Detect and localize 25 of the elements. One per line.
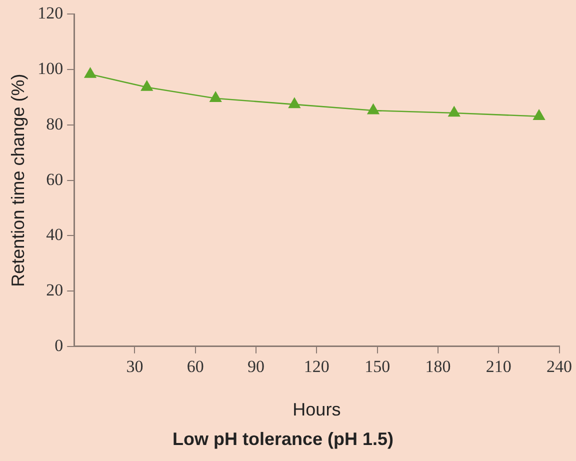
point: [288, 98, 300, 108]
point: [210, 92, 222, 102]
x-tick-label: 210: [486, 357, 512, 376]
x-axis-title: Hours: [292, 400, 341, 420]
x-tick-label: 120: [304, 357, 330, 376]
x-tick-label: 60: [186, 357, 204, 376]
point: [84, 68, 96, 78]
x-tick-label: 180: [425, 357, 451, 376]
text: Low pH tolerance (pH 1.5): [172, 429, 394, 450]
point: [141, 80, 153, 91]
x-tick-label: 30: [126, 357, 144, 376]
y-tick-label: 20: [46, 280, 64, 300]
x-tick-label: 240: [546, 357, 572, 376]
y-tick-label: 60: [46, 170, 64, 189]
point: [367, 104, 380, 114]
y-axis-title: Retention time change (%): [8, 74, 28, 287]
y-tick-label: 100: [38, 59, 64, 78]
y-tick-label: 80: [46, 114, 64, 134]
y-tick-label: 40: [46, 225, 64, 244]
point: [448, 106, 460, 117]
x-tick-label: 90: [248, 357, 265, 376]
x-tick-label: 150: [364, 357, 390, 376]
point: [533, 110, 545, 120]
y-tick-label: 0: [54, 336, 64, 355]
y-tick-label: 120: [38, 4, 64, 23]
